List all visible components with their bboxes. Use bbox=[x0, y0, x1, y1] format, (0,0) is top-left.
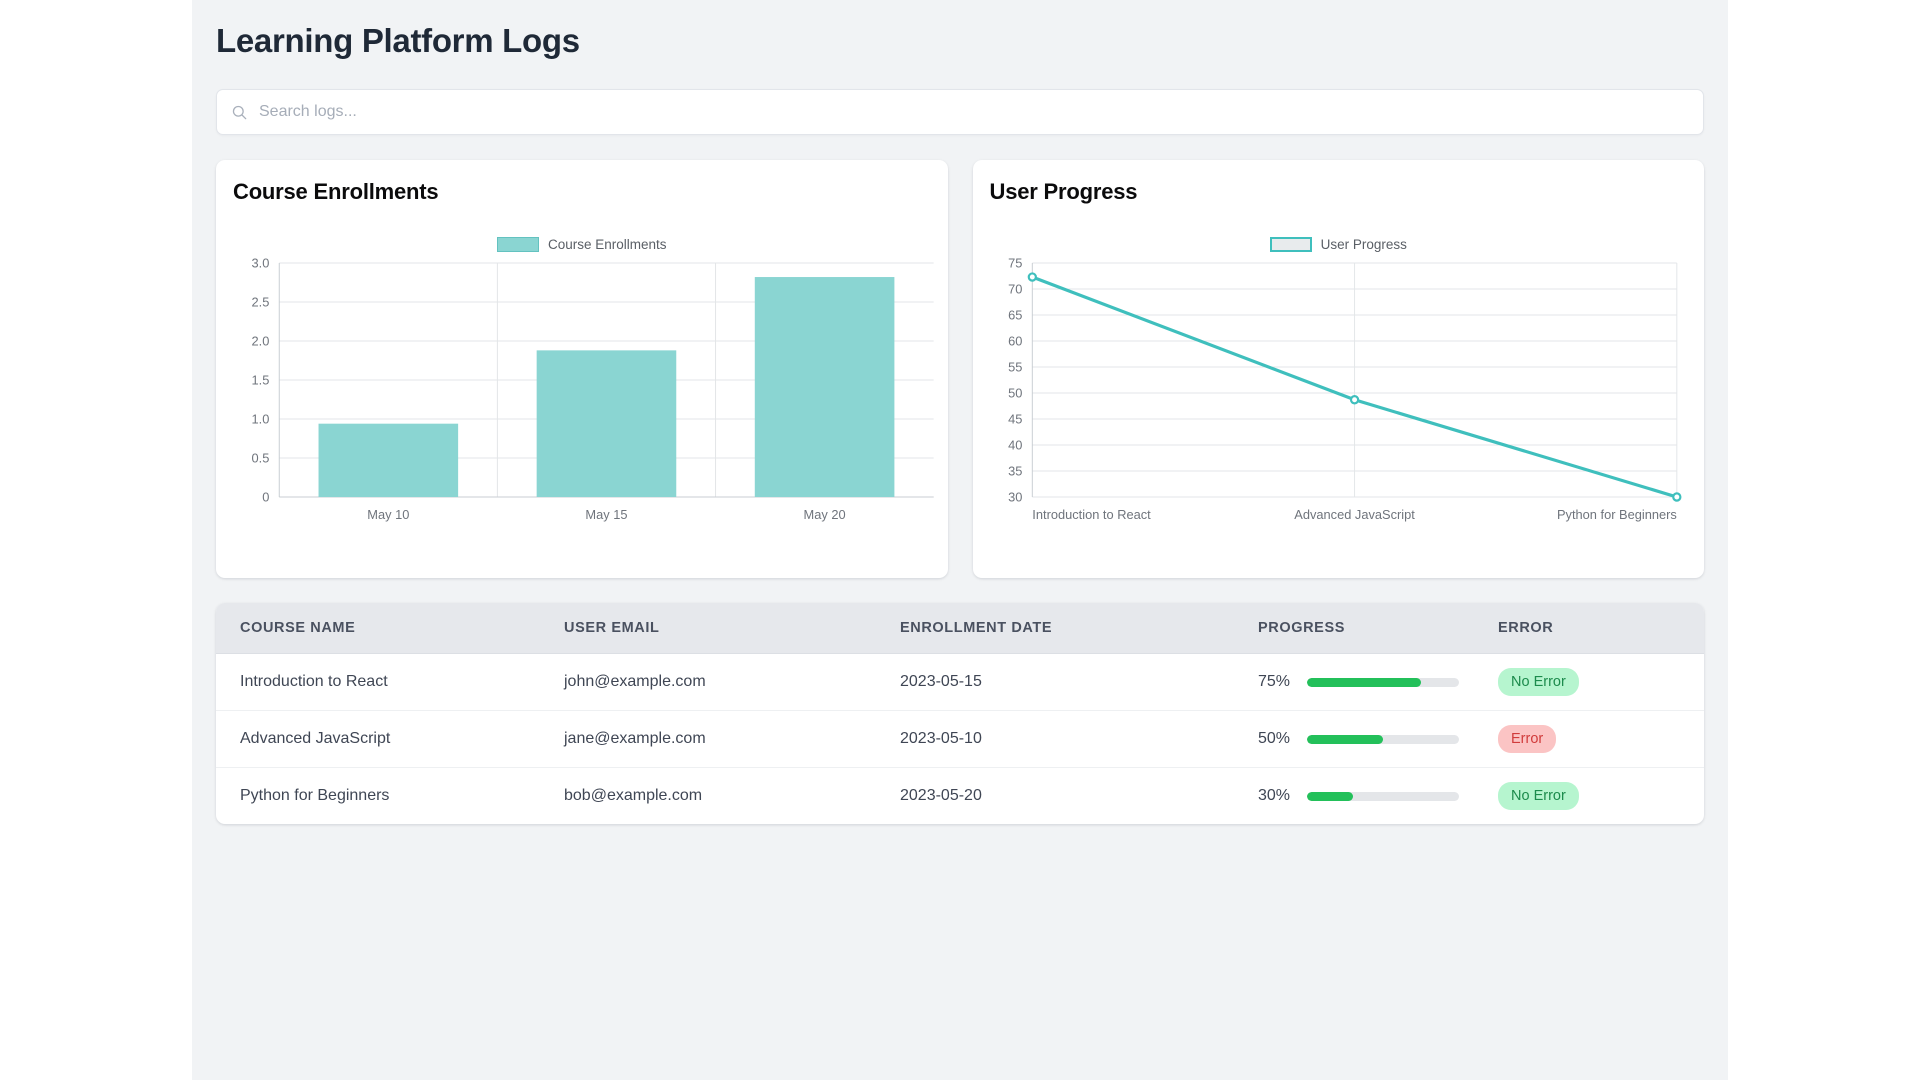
y-axis-tick-label: 2.5 bbox=[252, 294, 270, 309]
column-header-course-name[interactable]: COURSE NAME bbox=[216, 603, 564, 654]
status-badge: No Error bbox=[1498, 668, 1579, 697]
x-axis-tick-label: May 15 bbox=[585, 507, 627, 522]
cell-course-name: Python for Beginners bbox=[216, 767, 564, 825]
chart-title-user-progress: User Progress bbox=[989, 179, 1138, 204]
bar-chart-plot: 0 0.5 1.0 1.5 2.0 2.5 3.0 May 10 May 15 May 20 bbox=[252, 255, 934, 522]
logs-table: COURSE NAME USER EMAIL ENROLLMENT DATE P… bbox=[216, 603, 1704, 825]
progress-bar-fill bbox=[1307, 734, 1383, 744]
search-icon bbox=[232, 105, 247, 119]
user-progress-chart-card: User Progress User Progress 30 35 40 45 50 55… bbox=[972, 160, 1705, 578]
y-axis-tick-label: 50 bbox=[1008, 385, 1022, 400]
table-row[interactable]: Introduction to React john@example.com 202… bbox=[216, 652, 1704, 711]
progress-bar-track bbox=[1307, 734, 1459, 744]
y-axis-tick-label: 30 bbox=[1008, 489, 1022, 504]
x-axis-tick-label: Advanced JavaScript bbox=[1294, 507, 1415, 522]
cell-enrollment-date: 2023-05-20 bbox=[900, 767, 1258, 825]
x-axis-tick-label: Introduction to React bbox=[1032, 507, 1151, 522]
y-axis-tick-label: 0.5 bbox=[252, 450, 270, 465]
data-point-0 bbox=[1027, 272, 1037, 282]
cell-progress: 75% bbox=[1258, 652, 1498, 711]
user-progress-chart: User Progress 30 35 40 45 50 55 60 65 70 75 Introd… bbox=[973, 205, 1705, 565]
chart-title-course-enrollments: Course Enrollments bbox=[233, 179, 439, 204]
y-axis-tick-label: 2.0 bbox=[252, 333, 270, 348]
cell-error: No Error bbox=[1498, 767, 1704, 825]
cell-user-email: jane@example.com bbox=[564, 710, 900, 768]
column-header-user-email[interactable]: USER EMAIL bbox=[564, 603, 900, 654]
cell-user-email: john@example.com bbox=[564, 652, 900, 711]
cell-error: No Error bbox=[1498, 652, 1704, 711]
cell-course-name: Introduction to React bbox=[216, 652, 564, 711]
y-axis-tick-label: 55 bbox=[1008, 359, 1022, 374]
table-header-row: COURSE NAME USER EMAIL ENROLLMENT DATE P… bbox=[216, 603, 1704, 654]
cell-error: Error bbox=[1498, 710, 1704, 768]
data-point-2 bbox=[1671, 492, 1681, 502]
bar-0 bbox=[318, 423, 459, 497]
course-enrollments-chart: Course Enrollments 0 0.5 1.0 1.5 2.0 2.5 3.0 Ma… bbox=[216, 205, 948, 565]
cell-course-name: Advanced JavaScript bbox=[216, 710, 564, 768]
status-badge: Error bbox=[1498, 725, 1557, 754]
table-header: COURSE NAME USER EMAIL ENROLLMENT DATE P… bbox=[216, 603, 1704, 654]
progress-value: 30% bbox=[1258, 787, 1291, 805]
progress-bar-fill bbox=[1307, 677, 1421, 687]
y-axis-tick-label: 60 bbox=[1008, 333, 1022, 348]
progress-bar-track bbox=[1307, 677, 1459, 687]
logs-table-card: COURSE NAME USER EMAIL ENROLLMENT DATE P… bbox=[216, 603, 1704, 825]
y-axis-tick-label: 3.0 bbox=[252, 255, 270, 270]
x-axis-tick-label: May 20 bbox=[804, 507, 846, 522]
progress-group: 75% bbox=[1258, 673, 1498, 691]
column-header-error[interactable]: ERROR bbox=[1498, 603, 1704, 654]
y-axis-tick-label: 70 bbox=[1008, 281, 1022, 296]
table-row[interactable]: Advanced JavaScript jane@example.com 2023-… bbox=[216, 710, 1704, 768]
progress-bar-fill bbox=[1307, 791, 1353, 801]
bar-1 bbox=[536, 350, 677, 497]
x-axis-tick-label: Python for Beginners bbox=[1556, 507, 1676, 522]
data-point-1 bbox=[1349, 395, 1359, 405]
progress-group: 30% bbox=[1258, 787, 1498, 805]
cell-user-email: bob@example.com bbox=[564, 767, 900, 825]
line-chart-plot: 30 35 40 45 50 55 60 65 70 75 Introduction to Reac… bbox=[1008, 255, 1681, 522]
y-axis-tick-label: 35 bbox=[1008, 463, 1022, 478]
status-badge: No Error bbox=[1498, 782, 1579, 811]
bar-2 bbox=[754, 277, 895, 497]
table-body: Introduction to React john@example.com 202… bbox=[216, 652, 1704, 825]
table-row[interactable]: Python for Beginners bob@example.com 2023-… bbox=[216, 767, 1704, 825]
y-axis-tick-label: 40 bbox=[1008, 437, 1022, 452]
y-axis-tick-label: 0 bbox=[262, 489, 269, 504]
search-input[interactable] bbox=[259, 103, 1689, 121]
page-title: Learning Platform Logs bbox=[216, 22, 580, 59]
cell-progress: 30% bbox=[1258, 767, 1498, 825]
y-axis-tick-label: 1.0 bbox=[252, 411, 270, 426]
cell-progress: 50% bbox=[1258, 710, 1498, 768]
y-axis-tick-label: 75 bbox=[1008, 255, 1022, 270]
column-header-enrollment-date[interactable]: ENROLLMENT DATE bbox=[900, 603, 1258, 654]
progress-value: 50% bbox=[1258, 730, 1291, 748]
column-header-progress[interactable]: PROGRESS bbox=[1258, 603, 1498, 654]
y-axis-tick-label: 1.5 bbox=[252, 372, 270, 387]
cell-enrollment-date: 2023-05-15 bbox=[900, 652, 1258, 711]
search-bar[interactable] bbox=[216, 89, 1704, 135]
progress-group: 50% bbox=[1258, 730, 1498, 748]
progress-value: 75% bbox=[1258, 673, 1291, 691]
page-content-area: Learning Platform Logs Course Enrollment… bbox=[192, 0, 1728, 1080]
cell-enrollment-date: 2023-05-10 bbox=[900, 710, 1258, 768]
progress-bar-track bbox=[1307, 791, 1459, 801]
x-axis-tick-label: May 10 bbox=[367, 507, 409, 522]
y-axis-tick-label: 45 bbox=[1008, 411, 1022, 426]
y-axis-tick-label: 65 bbox=[1008, 307, 1022, 322]
